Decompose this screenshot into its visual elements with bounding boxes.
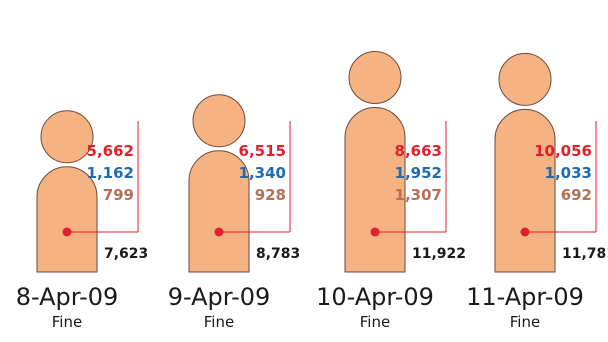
weather-label: Fine [510,313,540,331]
series-value-label: 1,033 [545,164,592,182]
figure-head [348,50,402,104]
series-value-label: 1,952 [395,164,442,182]
series-value-label: 928 [255,186,286,204]
marker-dot [370,227,380,237]
marker-dot [62,227,72,237]
figure-body [344,107,406,273]
weather-label: Fine [204,313,234,331]
series-value-label: 8,663 [395,142,442,160]
marker-dot [520,227,530,237]
series-value-label: 1,162 [87,164,134,182]
category-date-label: 9-Apr-09 [168,283,271,311]
figure-head [192,94,246,148]
marker-dot [214,227,224,237]
category-date-label: 11-Apr-09 [466,283,584,311]
weather-label: Fine [52,313,82,331]
total-label: 8,783 [256,246,300,262]
series-value-label: 6,515 [239,142,286,160]
figure-body [494,109,556,273]
series-value-label: 10,056 [534,142,592,160]
total-label: 11,922 [412,246,466,262]
category-date-label: 10-Apr-09 [316,283,434,311]
series-value-label: 799 [103,186,134,204]
series-value-label: 1,307 [395,186,442,204]
figure-body [36,166,98,273]
series-value-label: 692 [561,186,592,204]
weather-label: Fine [360,313,390,331]
figure-body [188,150,250,273]
series-value-label: 1,340 [239,164,286,182]
figure-head [498,52,552,106]
total-label: 11,781 [562,246,608,262]
figure-head [40,110,94,164]
total-label: 7,623 [104,246,148,262]
series-value-label: 5,662 [87,142,134,160]
category-date-label: 8-Apr-09 [16,283,119,311]
